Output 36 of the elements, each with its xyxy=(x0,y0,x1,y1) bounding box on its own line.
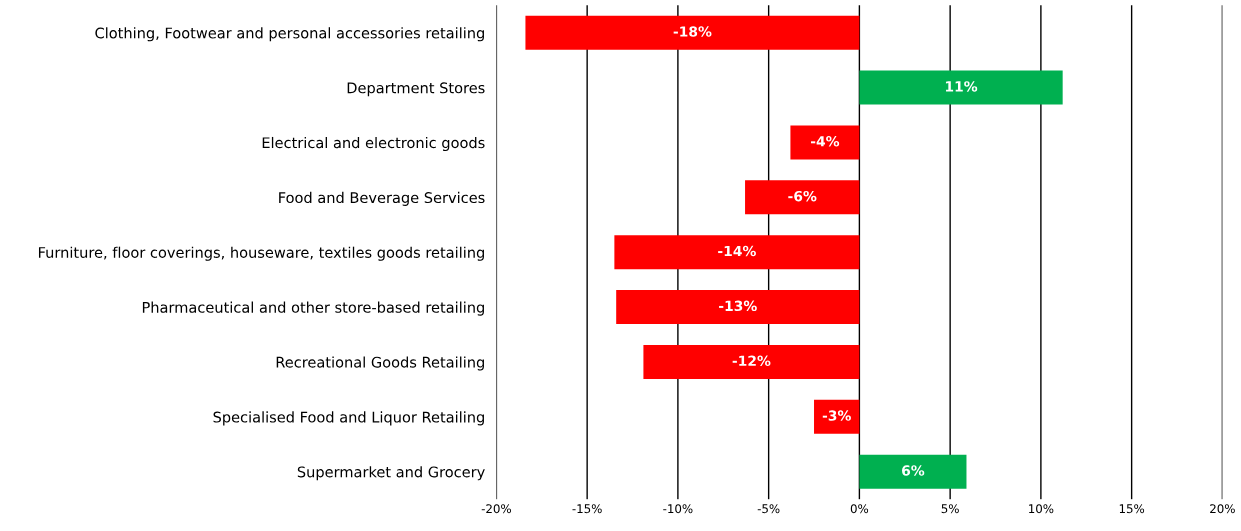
bar xyxy=(814,399,860,434)
bar xyxy=(745,180,860,215)
y-tick-label: Clothing, Footwear and personal accessories retailing xyxy=(95,27,484,42)
bar xyxy=(643,344,860,379)
bar xyxy=(859,70,1063,105)
data-label: -6% xyxy=(788,190,817,202)
data-label: 6% xyxy=(902,465,925,476)
y-tick-label: Supermarket and Grocery xyxy=(297,466,485,481)
data-label: -12% xyxy=(732,355,771,366)
data-label: 11% xyxy=(945,81,978,92)
bar xyxy=(859,454,967,489)
bar xyxy=(790,125,860,160)
y-tick-label: Pharmaceutical and other store-based retailing xyxy=(142,301,484,316)
x-tick-label: 10% xyxy=(1029,504,1054,514)
bar xyxy=(525,15,860,50)
bar xyxy=(616,290,860,325)
x-tick-label: -10% xyxy=(663,504,693,514)
x-tick-label: 20% xyxy=(1210,504,1235,514)
x-tick-label: -5% xyxy=(757,504,780,514)
x-tick-label: 15% xyxy=(1119,504,1145,514)
x-tick-label: 0% xyxy=(850,504,869,514)
y-tick-label: Specialised Food and Liquor Retailing xyxy=(213,411,484,426)
y-tick-label: Department Stores xyxy=(347,82,485,97)
y-tick-label: Furniture, floor coverings, houseware, textiles goods retailing xyxy=(38,246,484,261)
data-label: -4% xyxy=(810,136,840,147)
data-label: -18% xyxy=(673,26,712,37)
data-label: -13% xyxy=(719,300,757,312)
x-tick-label: 5% xyxy=(941,504,959,514)
x-tick-label: -20% xyxy=(481,504,511,514)
data-label: -3% xyxy=(822,410,851,421)
y-tick-label: Recreational Goods Retailing xyxy=(276,356,484,371)
x-tick-label: -15% xyxy=(572,504,602,514)
y-tick-label: Food and Beverage Services xyxy=(279,191,485,206)
data-label: -14% xyxy=(718,245,756,257)
y-tick-label: Electrical and electronic goods xyxy=(262,136,485,152)
bar xyxy=(614,235,860,270)
